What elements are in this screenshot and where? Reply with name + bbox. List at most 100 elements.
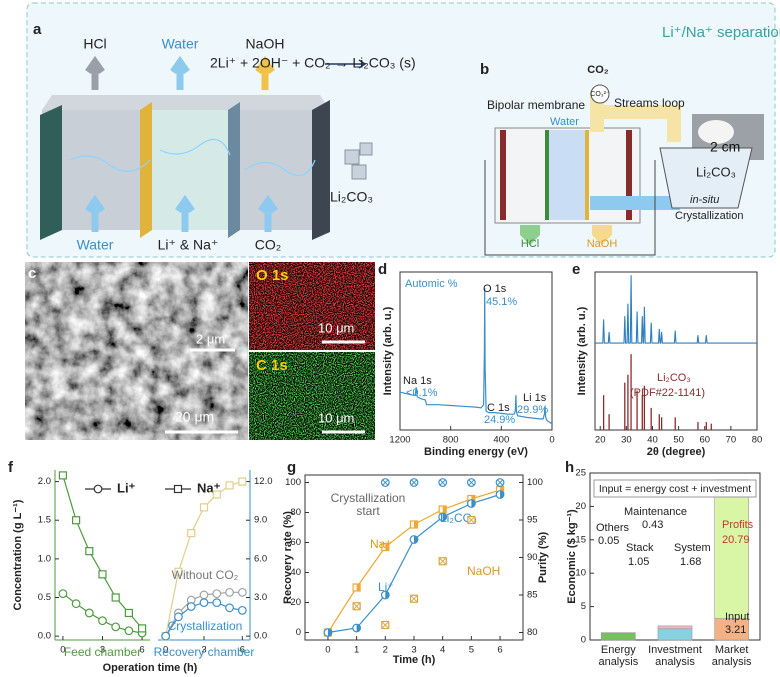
- data-point: [409, 594, 419, 603]
- reference-source: (PDF#22-1141): [630, 387, 705, 399]
- section-label: Recovery chamber: [154, 645, 255, 659]
- marker-cross: [468, 516, 475, 524]
- crystal: [351, 164, 367, 180]
- peak-label: Li 1s: [523, 392, 547, 404]
- map-label: O 1s: [256, 267, 289, 284]
- data-point: [466, 478, 476, 487]
- data-point: [161, 631, 171, 641]
- membrane: [228, 102, 240, 238]
- data-point: [174, 567, 183, 576]
- arrow: [170, 55, 190, 90]
- segment-value: 20.79: [722, 534, 750, 546]
- data-point: [381, 542, 390, 552]
- x-tick-label: 2: [383, 645, 388, 656]
- panel-label: e: [572, 261, 580, 278]
- marker-cross: [353, 603, 360, 610]
- marker-cross: [410, 595, 418, 602]
- y-tick-label: 9.0: [254, 515, 267, 526]
- panel-label: c: [28, 265, 36, 282]
- y-tick-label: 15: [575, 534, 586, 545]
- series-annotation: Without CO₂: [172, 568, 239, 582]
- data-point: [199, 590, 209, 600]
- y-tick-label: 3.0: [254, 592, 267, 603]
- marker-shape: [124, 626, 134, 636]
- panel-label: g: [287, 459, 296, 476]
- x-tick-label: 4: [440, 645, 445, 656]
- marker-shape: [173, 484, 183, 494]
- product-label: Li₂CO₃: [330, 189, 373, 205]
- data-point: [495, 478, 505, 487]
- loop: [604, 105, 681, 142]
- scale-bar-label: 20 μm: [175, 409, 214, 425]
- output-label: NaOH: [246, 36, 285, 52]
- data-point: [58, 471, 68, 480]
- annotation: Crystallization start: [331, 491, 406, 518]
- data-point: [71, 599, 81, 609]
- data-point: [137, 624, 147, 633]
- segment-value: 3.21: [725, 624, 746, 636]
- segment-value: 0.05: [598, 535, 619, 547]
- data-point: [173, 484, 183, 494]
- data-point: [212, 589, 222, 599]
- x-tick-label: 3: [411, 645, 416, 656]
- arrow: [85, 194, 105, 232]
- marker-fill: [356, 624, 361, 632]
- marker-fill: [385, 543, 389, 551]
- data-point: [495, 490, 505, 499]
- data-point: [72, 516, 81, 525]
- data-point: [409, 478, 419, 487]
- input-label: Li⁺ & Na⁺: [158, 237, 219, 253]
- arrow: [85, 55, 105, 90]
- marker-cross: [496, 479, 504, 486]
- marker-fill: [442, 513, 447, 521]
- x-tick-label: 20: [595, 435, 606, 446]
- marker-fill: [385, 591, 390, 599]
- peak-percent: 45.1%: [486, 296, 517, 308]
- data-point: [58, 589, 68, 599]
- x-tick-label: 0: [549, 435, 554, 446]
- marker-shape: [225, 481, 234, 490]
- process-schematic: [484, 84, 764, 256]
- membrane-label: Bipolar membrane: [487, 98, 585, 112]
- marker-shape: [137, 624, 147, 633]
- input-label: Water: [77, 237, 114, 253]
- marker-fill: [500, 490, 504, 499]
- data-point: [93, 484, 103, 494]
- x-tick-label: 30: [621, 435, 632, 446]
- output-label: Water: [162, 36, 199, 52]
- crystal: [344, 149, 360, 165]
- note-box: [593, 479, 757, 498]
- x-tick-label: 800: [443, 435, 459, 446]
- marker-shape: [85, 547, 94, 556]
- data-point: [466, 499, 476, 508]
- data-point: [380, 590, 390, 600]
- x-tick-label: 400: [493, 435, 509, 446]
- data-point: [438, 557, 447, 566]
- data-point: [212, 490, 221, 499]
- acid-label: HCl: [521, 238, 539, 250]
- marker-shape: [212, 598, 222, 608]
- marker-cross: [382, 621, 389, 629]
- y-tick-label: 60: [290, 537, 301, 548]
- marker-shape: [98, 616, 107, 626]
- marker-cross: [382, 479, 389, 486]
- panel-label: h: [565, 459, 574, 476]
- data-point: [225, 481, 234, 490]
- beaker: [659, 147, 753, 209]
- data-point: [199, 598, 209, 608]
- x-tick-label: Investment analysis: [648, 644, 702, 668]
- y-axis-label: Concentration (g L⁻¹): [12, 499, 24, 610]
- x-tick-label: 70: [726, 435, 737, 446]
- marker-shape: [58, 589, 68, 599]
- feed-label: Water: [550, 116, 579, 128]
- x-tick-label: 50: [673, 435, 684, 446]
- marker-shape: [225, 587, 234, 597]
- panel-label: d: [378, 261, 387, 278]
- y-tick-label: 0.5: [38, 592, 51, 603]
- marker-shape: [238, 477, 247, 486]
- marker-shape: [212, 589, 222, 599]
- marker-shape: [174, 567, 183, 576]
- y-tick-label: 80: [527, 627, 538, 638]
- arrow: [255, 55, 275, 90]
- spectrum: [399, 287, 553, 425]
